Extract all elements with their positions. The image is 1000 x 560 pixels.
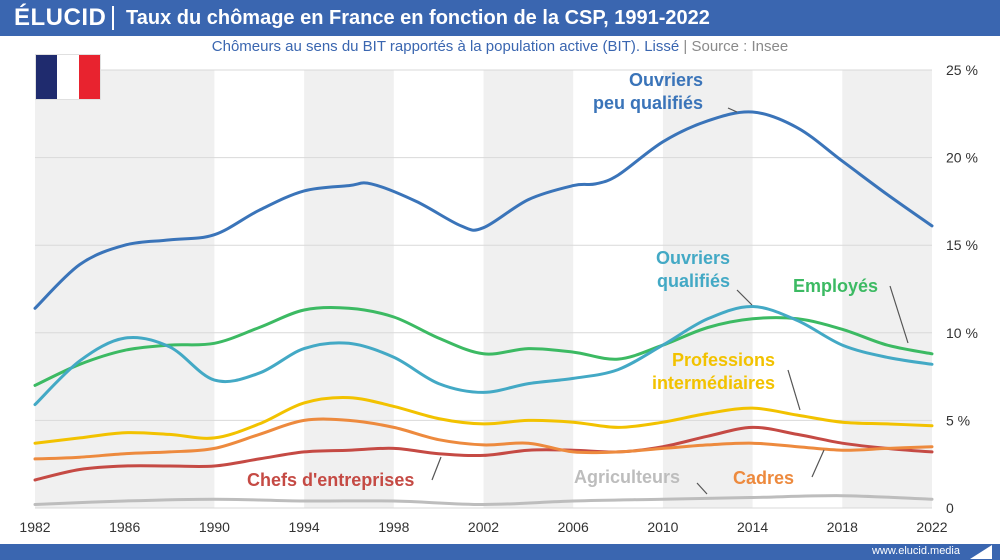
x-tick-label: 2006 [558, 519, 589, 535]
y-tick-label: 15 % [946, 237, 978, 253]
flag-blue-stripe [36, 55, 58, 99]
series-line-0 [33, 110, 934, 310]
flag-white-stripe [57, 55, 79, 99]
series-label: Chefs d'entreprises [247, 470, 414, 490]
series-line-6 [33, 494, 934, 506]
series-leader-line [431, 456, 442, 481]
series-leader-line [889, 285, 909, 344]
x-tick-label: 2010 [647, 519, 678, 535]
subtitle-source: Source : Insee [691, 38, 789, 55]
shaded-band-4 [842, 70, 932, 508]
series-label: Ouvriers [656, 248, 730, 268]
x-tick-label: 1990 [199, 519, 230, 535]
y-tick-label: 5 % [946, 412, 970, 428]
x-tick-label: 2014 [737, 519, 768, 535]
x-tick-label: 1998 [378, 519, 409, 535]
y-tick-label: 10 % [946, 325, 978, 341]
series-label: Cadres [733, 468, 794, 488]
subtitle-text: Chômeurs au sens du BIT rapportés à la p… [211, 38, 680, 55]
header-bar: ÉLUCID Taux du chômage en France en fonc… [0, 0, 1000, 36]
series-line-5 [33, 425, 934, 482]
series-line-4 [33, 417, 934, 461]
series-label: peu qualifiés [593, 93, 703, 113]
series-label: Professions [672, 350, 775, 370]
subtitle-separator: | [683, 38, 688, 55]
series-line-1 [33, 304, 934, 407]
chart-title: Taux du chômage en France en fonction de… [126, 6, 710, 29]
series-label: qualifiés [657, 271, 730, 291]
x-tick-label: 1994 [289, 519, 320, 535]
shaded-band-2 [483, 70, 574, 508]
series-leader-line [736, 289, 753, 306]
chart-subtitle: Chômeurs au sens du BIT rapportés à la p… [0, 38, 1000, 55]
footer-url[interactable]: www.elucid.media [871, 545, 960, 557]
x-tick-label: 1986 [109, 519, 140, 535]
x-tick-label: 2022 [916, 519, 947, 535]
series-label: Agriculteurs [574, 467, 680, 487]
footer-bar [0, 544, 1000, 560]
footer-logo-icon [970, 545, 992, 559]
brand-logo[interactable]: ÉLUCID [14, 4, 107, 31]
series-label: Ouvriers [629, 70, 703, 90]
series-line-3 [33, 395, 934, 445]
x-tick-label: 2002 [468, 519, 499, 535]
series-leader-line [787, 369, 801, 411]
flag-red-stripe [78, 55, 100, 99]
x-tick-label: 2018 [827, 519, 858, 535]
series-leader-line [696, 482, 708, 495]
x-tick-label: 1982 [19, 519, 50, 535]
shaded-band-1 [304, 70, 394, 508]
series-label: intermédiaires [652, 373, 775, 393]
shaded-band-0 [35, 70, 215, 508]
y-tick-label: 25 % [946, 62, 978, 78]
series-leader-line [727, 107, 738, 113]
series-line-2 [33, 305, 934, 387]
france-flag-icon [35, 54, 101, 100]
y-tick-label: 20 % [946, 150, 978, 166]
series-leader-line [811, 449, 825, 478]
line-chart: 0 5 % 10 % 15 % 20 % 25 % 1982 1986 1990 1994 1998… [19, 62, 978, 535]
header-divider [112, 6, 114, 30]
series-label: Employés [793, 276, 878, 296]
y-tick-label: 0 [946, 500, 954, 516]
